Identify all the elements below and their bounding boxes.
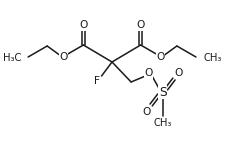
- Text: S: S: [159, 85, 166, 98]
- Text: O: O: [59, 52, 68, 62]
- Text: CH₃: CH₃: [204, 53, 222, 63]
- Text: CH₃: CH₃: [153, 118, 172, 128]
- Text: O: O: [79, 20, 88, 30]
- Text: O: O: [156, 52, 165, 62]
- Text: O: O: [142, 107, 151, 117]
- Text: O: O: [136, 20, 145, 30]
- Text: F: F: [94, 76, 100, 86]
- Text: O: O: [175, 68, 183, 78]
- Text: O: O: [144, 68, 153, 78]
- Text: H₃C: H₃C: [3, 53, 21, 63]
